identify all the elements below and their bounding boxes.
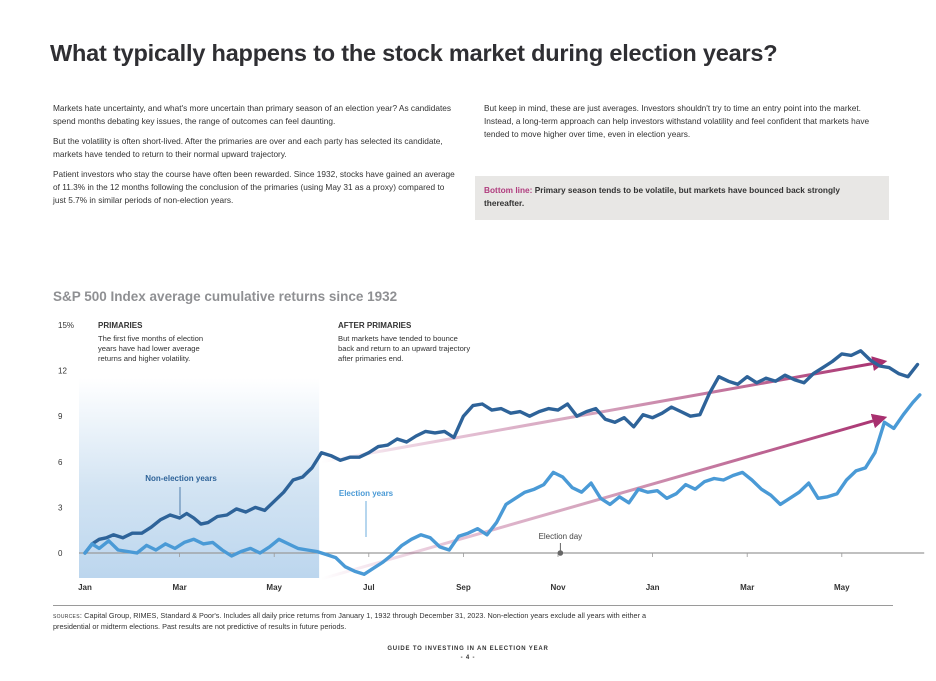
intro-paragraph: But keep in mind, these are just average… bbox=[484, 103, 870, 139]
intro-left-column: Markets hate uncertainty, and what's mor… bbox=[53, 102, 458, 214]
y-tick-label: 9 bbox=[58, 412, 63, 421]
y-tick-label: 6 bbox=[58, 458, 63, 467]
intro-paragraph: Markets hate uncertainty, and what's mor… bbox=[53, 103, 452, 126]
x-tick-label: Jan bbox=[646, 583, 660, 592]
trend-arrow bbox=[321, 356, 888, 464]
primaries-annotation-line: The first five months of election bbox=[98, 334, 203, 343]
page-number: - 4 - bbox=[460, 655, 476, 661]
x-axis: Jan Mar May Jul Sep Nov Jan Mar May bbox=[78, 553, 850, 592]
primaries-annotation-line: returns and higher volatility. bbox=[98, 354, 190, 363]
trend-arrows bbox=[321, 356, 888, 581]
primaries-annotation-heading: PRIMARIES bbox=[98, 321, 143, 330]
callout-text: Primary season tends to be volatile, but… bbox=[484, 185, 840, 208]
intro-paragraph: Patient investors who stay the course ha… bbox=[53, 169, 455, 205]
intro-right-column: But keep in mind, these are just average… bbox=[484, 102, 884, 148]
primaries-annotation-line: years have had lower average bbox=[98, 344, 200, 353]
y-axis: 0 3 6 9 12 15% bbox=[58, 321, 74, 558]
election-day-label: Election day bbox=[539, 532, 583, 541]
y-tick-label: 15% bbox=[58, 321, 74, 330]
election-day-dot bbox=[557, 550, 564, 556]
x-tick-label: Mar bbox=[740, 583, 754, 592]
y-tick-label: 0 bbox=[58, 549, 63, 558]
after-primaries-annotation-heading: AFTER PRIMARIES bbox=[338, 321, 412, 330]
election-day-marker: Election day bbox=[539, 532, 583, 556]
sources-footnote: SOURCES: Capital Group, RIMES, Standard … bbox=[53, 605, 893, 632]
series-line-election bbox=[83, 393, 922, 576]
x-tick-label: Jan bbox=[78, 583, 92, 592]
sources-text: Capital Group, RIMES, Standard & Poor's.… bbox=[82, 611, 647, 620]
x-tick-label: Mar bbox=[172, 583, 186, 592]
guide-title: GUIDE TO INVESTING IN AN ELECTION YEAR bbox=[387, 646, 549, 652]
chart-title: S&P 500 Index average cumulative returns… bbox=[53, 289, 398, 304]
series-label-non-election: Non-election years bbox=[145, 474, 217, 483]
x-tick-label: May bbox=[834, 583, 850, 592]
bottom-line-callout: Bottom line: Primary season tends to be … bbox=[475, 176, 889, 220]
page-title: What typically happens to the stock mark… bbox=[50, 40, 778, 66]
sources-label: SOURCES: bbox=[53, 611, 83, 620]
after-primaries-annotation-line: But markets have tended to bounce bbox=[338, 334, 458, 343]
returns-chart: 0 3 6 9 12 15% Jan Mar May Jul Sep Nov Jan Mar May PR… bbox=[58, 321, 925, 592]
series-label-election: Election years bbox=[339, 489, 394, 498]
x-tick-label: Sep bbox=[456, 583, 471, 592]
x-tick-label: Nov bbox=[550, 583, 566, 592]
x-tick-label: May bbox=[266, 583, 282, 592]
sources-line: SOURCES: Capital Group, RIMES, Standard … bbox=[53, 611, 893, 622]
after-primaries-annotation-line: after primaries end. bbox=[338, 354, 403, 363]
x-tick-label: Jul bbox=[363, 583, 375, 592]
primaries-shaded-region bbox=[79, 378, 320, 578]
series-line-non-election bbox=[83, 349, 920, 555]
callout-lead: Bottom line: bbox=[484, 185, 533, 195]
sources-line: presidential or midterm elections. Past … bbox=[53, 621, 347, 631]
intro-paragraph: But the volatility is often short-lived.… bbox=[53, 136, 443, 159]
page-footer: GUIDE TO INVESTING IN AN ELECTION YEAR -… bbox=[0, 645, 936, 663]
series-lines bbox=[83, 349, 922, 576]
after-primaries-annotation-line: back and return to an upward trajectory bbox=[338, 344, 470, 353]
y-tick-label: 12 bbox=[58, 367, 67, 376]
y-tick-label: 3 bbox=[58, 503, 63, 512]
